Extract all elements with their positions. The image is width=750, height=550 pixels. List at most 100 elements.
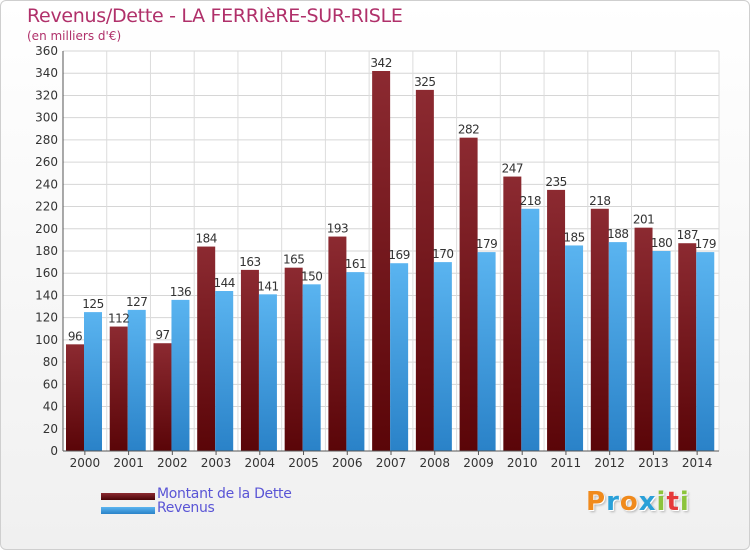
logo-letter: t <box>666 487 680 517</box>
x-tick-label: 2008 <box>419 456 450 470</box>
bar-dette <box>66 344 84 451</box>
y-tick-label: 280 <box>35 133 58 147</box>
data-label-dette: 193 <box>327 222 348 236</box>
data-label-dette: 184 <box>195 232 216 246</box>
bar-revenus <box>84 312 102 451</box>
y-tick-label: 320 <box>35 88 58 102</box>
data-label-dette: 163 <box>239 255 260 269</box>
x-tick-label: 2011 <box>551 456 582 470</box>
data-label-dette: 325 <box>414 75 435 89</box>
logo-letter: P <box>586 487 607 517</box>
data-label-revenus: 170 <box>432 247 453 261</box>
data-label-dette: 235 <box>545 175 566 189</box>
bar-revenus <box>127 309 146 451</box>
y-tick-label: 20 <box>43 422 58 436</box>
x-tick-label: 2001 <box>113 456 144 470</box>
bar-dette <box>459 137 478 451</box>
y-tick-label: 80 <box>43 355 58 369</box>
legend-swatch-revenus <box>101 507 155 514</box>
bar-revenus <box>433 262 452 451</box>
y-tick-label: 100 <box>35 333 58 347</box>
x-tick-label: 2004 <box>245 456 276 470</box>
bar-revenus <box>608 242 627 451</box>
legend-label-dette: Montant de la Dette <box>157 486 292 502</box>
data-label-dette: 187 <box>677 228 698 242</box>
bar-revenus <box>477 252 496 451</box>
bar-dette <box>415 89 434 451</box>
y-tick-label: 300 <box>35 111 58 125</box>
data-label-dette: 165 <box>283 253 304 267</box>
bar-revenus <box>171 299 190 451</box>
y-tick-label: 120 <box>35 311 58 325</box>
bar-dette <box>153 343 172 451</box>
data-label-dette: 97 <box>155 328 169 342</box>
x-tick-label: 2009 <box>463 456 494 470</box>
legend-label-revenus: Revenus <box>157 500 215 516</box>
data-label-revenus: 161 <box>345 257 366 271</box>
x-tick-label: 2012 <box>594 456 625 470</box>
x-tick-label: 2010 <box>507 456 538 470</box>
data-label-revenus: 218 <box>520 194 541 208</box>
data-label-dette: 201 <box>633 213 654 227</box>
data-label-revenus: 179 <box>476 237 497 251</box>
bar-dette <box>328 236 347 451</box>
bar-revenus <box>696 252 715 451</box>
data-label-revenus: 179 <box>695 237 716 251</box>
bar-revenus <box>521 208 540 451</box>
bar-revenus <box>346 272 365 451</box>
bar-revenus <box>390 263 409 451</box>
chart-title: Revenus/Dette - LA FERRIèRE-SUR-RISLE <box>27 5 403 27</box>
data-label-revenus: 180 <box>651 236 672 250</box>
data-label-revenus: 127 <box>126 295 147 309</box>
data-label-revenus: 141 <box>257 279 278 293</box>
y-tick-label: 240 <box>35 177 58 191</box>
y-tick-label: 360 <box>35 44 58 58</box>
bar-dette <box>634 227 653 451</box>
data-label-dette: 218 <box>589 194 610 208</box>
bar-dette <box>503 176 522 452</box>
bar-revenus <box>565 245 584 451</box>
bar-dette <box>678 243 697 451</box>
bar-dette <box>372 71 391 451</box>
logo-letter: i <box>656 487 667 517</box>
chart-subtitle: (en milliers d'€) <box>27 29 122 43</box>
bar-revenus <box>652 251 671 451</box>
data-label-revenus: 136 <box>170 285 191 299</box>
x-tick-label: 2014 <box>682 456 713 470</box>
data-label-revenus: 185 <box>563 230 584 244</box>
x-tick-label: 2007 <box>376 456 407 470</box>
y-tick-label: 140 <box>35 288 58 302</box>
data-label-dette: 96 <box>68 329 82 343</box>
bar-revenus <box>215 291 234 451</box>
y-tick-label: 0 <box>50 444 58 458</box>
y-tick-label: 220 <box>35 200 58 214</box>
data-label-dette: 112 <box>108 312 129 326</box>
y-tick-label: 60 <box>43 377 58 391</box>
data-label-revenus: 125 <box>82 297 103 311</box>
bar-dette <box>547 189 566 451</box>
logo-letter: r <box>606 487 620 517</box>
data-label-dette: 342 <box>370 56 391 70</box>
bar-dette <box>590 208 609 451</box>
y-tick-label: 200 <box>35 222 58 236</box>
legend-swatch-dette <box>101 493 155 500</box>
x-tick-label: 2006 <box>332 456 363 470</box>
y-tick-label: 40 <box>43 400 58 414</box>
x-tick-label: 2013 <box>638 456 669 470</box>
logo-letter: i <box>679 487 690 517</box>
bar-revenus <box>258 294 277 451</box>
proxiti-logo: Proxiti <box>586 487 690 517</box>
bar-dette <box>109 326 128 451</box>
bar-dette <box>240 269 259 451</box>
bar-revenus <box>302 284 321 451</box>
y-tick-label: 260 <box>35 155 58 169</box>
data-label-revenus: 150 <box>301 269 322 283</box>
x-tick-label: 2002 <box>157 456 188 470</box>
y-tick-label: 340 <box>35 66 58 80</box>
data-label-revenus: 188 <box>607 227 628 241</box>
logo-letter: x <box>638 487 657 517</box>
bar-dette <box>197 246 216 451</box>
x-tick-label: 2003 <box>201 456 232 470</box>
